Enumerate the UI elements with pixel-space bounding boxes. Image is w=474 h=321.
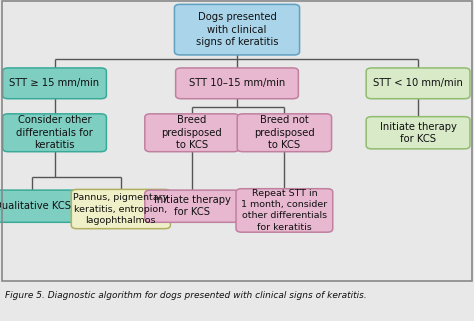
FancyBboxPatch shape bbox=[175, 68, 299, 99]
FancyBboxPatch shape bbox=[174, 4, 300, 55]
Text: STT 10–15 mm/min: STT 10–15 mm/min bbox=[189, 78, 285, 88]
FancyBboxPatch shape bbox=[3, 114, 106, 152]
FancyBboxPatch shape bbox=[366, 117, 470, 149]
FancyBboxPatch shape bbox=[3, 68, 106, 99]
FancyBboxPatch shape bbox=[366, 68, 470, 99]
Text: Initiate therapy
for KCS: Initiate therapy for KCS bbox=[154, 195, 230, 217]
FancyBboxPatch shape bbox=[236, 189, 333, 232]
FancyBboxPatch shape bbox=[237, 114, 331, 152]
FancyBboxPatch shape bbox=[145, 114, 239, 152]
FancyBboxPatch shape bbox=[145, 190, 239, 222]
Text: Dogs presented
with clinical
signs of keratitis: Dogs presented with clinical signs of ke… bbox=[196, 12, 278, 47]
FancyBboxPatch shape bbox=[0, 190, 78, 222]
Text: STT ≥ 15 mm/min: STT ≥ 15 mm/min bbox=[9, 78, 100, 88]
Text: Qualitative KCS: Qualitative KCS bbox=[0, 201, 71, 211]
Text: Breed not
predisposed
to KCS: Breed not predisposed to KCS bbox=[254, 115, 315, 150]
Text: Consider other
differentials for
keratitis: Consider other differentials for keratit… bbox=[16, 115, 93, 150]
Text: Pannus, pigmentary
keratitis, entropion,
lagophthalmos: Pannus, pigmentary keratitis, entropion,… bbox=[73, 194, 168, 225]
Text: Figure 5. Diagnostic algorithm for dogs presented with clinical signs of keratit: Figure 5. Diagnostic algorithm for dogs … bbox=[5, 291, 366, 300]
Text: Initiate therapy
for KCS: Initiate therapy for KCS bbox=[380, 122, 456, 144]
FancyBboxPatch shape bbox=[71, 189, 170, 229]
Text: Breed
predisposed
to KCS: Breed predisposed to KCS bbox=[162, 115, 222, 150]
Text: STT < 10 mm/min: STT < 10 mm/min bbox=[373, 78, 463, 88]
Text: Repeat STT in
1 month, consider
other differentials
for keratitis: Repeat STT in 1 month, consider other di… bbox=[241, 189, 328, 231]
